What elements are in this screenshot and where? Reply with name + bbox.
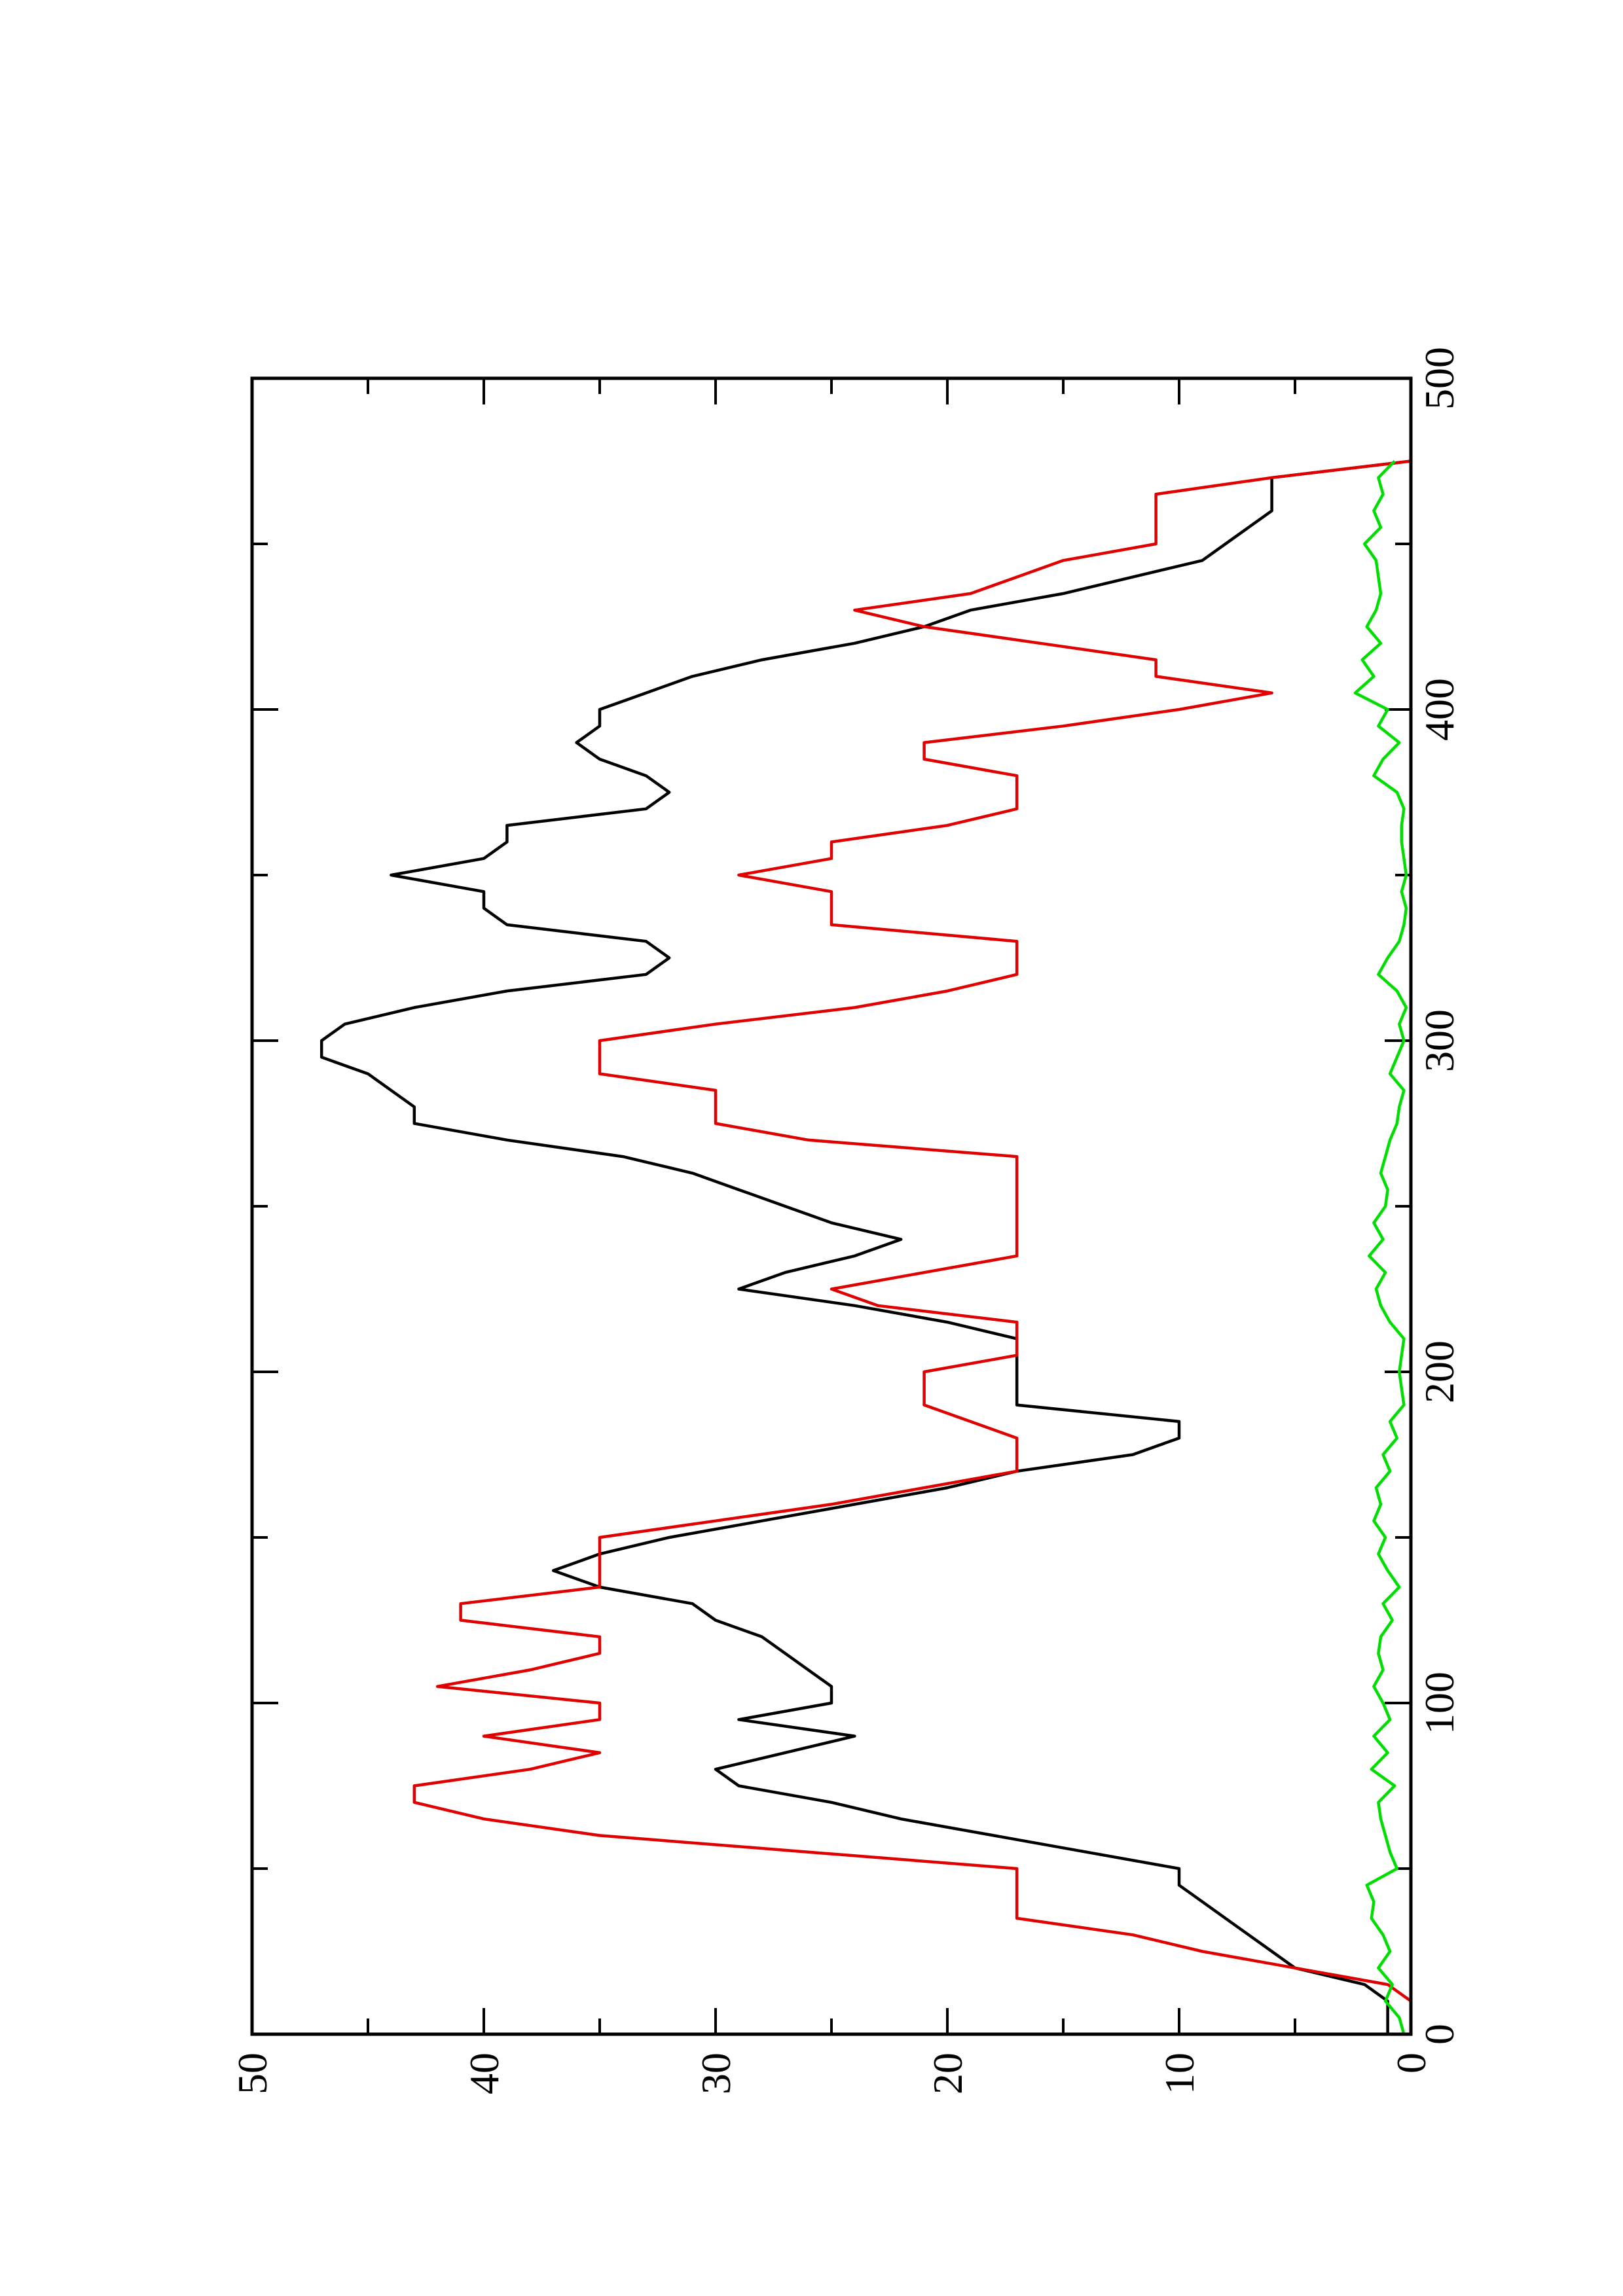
x-tick-labels: 0 100 200 300 400 500 (1416, 347, 1463, 2045)
y-tick-labels: 0 10 20 30 40 50 (229, 2053, 1434, 2094)
y-tick-label: 20 (924, 2053, 971, 2094)
x-tick-label: 0 (1416, 2024, 1463, 2045)
plot-frame (250, 376, 1413, 2036)
x-tick-label: 200 (1416, 1340, 1463, 1403)
series-line-2 (412, 459, 1413, 2034)
axis-ticks (251, 377, 1412, 2036)
series-line-1 (319, 459, 1412, 2034)
series-line-3 (1353, 459, 1408, 2035)
y-tick-label: 10 (1156, 2053, 1203, 2094)
x-tick-label: 300 (1416, 1009, 1463, 1072)
x-tick-label: 500 (1416, 347, 1463, 410)
y-tick-label: 30 (693, 2053, 739, 2094)
x-tick-label: 100 (1416, 1672, 1463, 1734)
y-tick-label: 50 (229, 2053, 276, 2094)
series-lines (319, 459, 1413, 2035)
y-tick-label: 40 (461, 2053, 507, 2094)
x-tick-label: 400 (1416, 678, 1463, 741)
y-tick-label: 0 (1388, 2053, 1434, 2073)
